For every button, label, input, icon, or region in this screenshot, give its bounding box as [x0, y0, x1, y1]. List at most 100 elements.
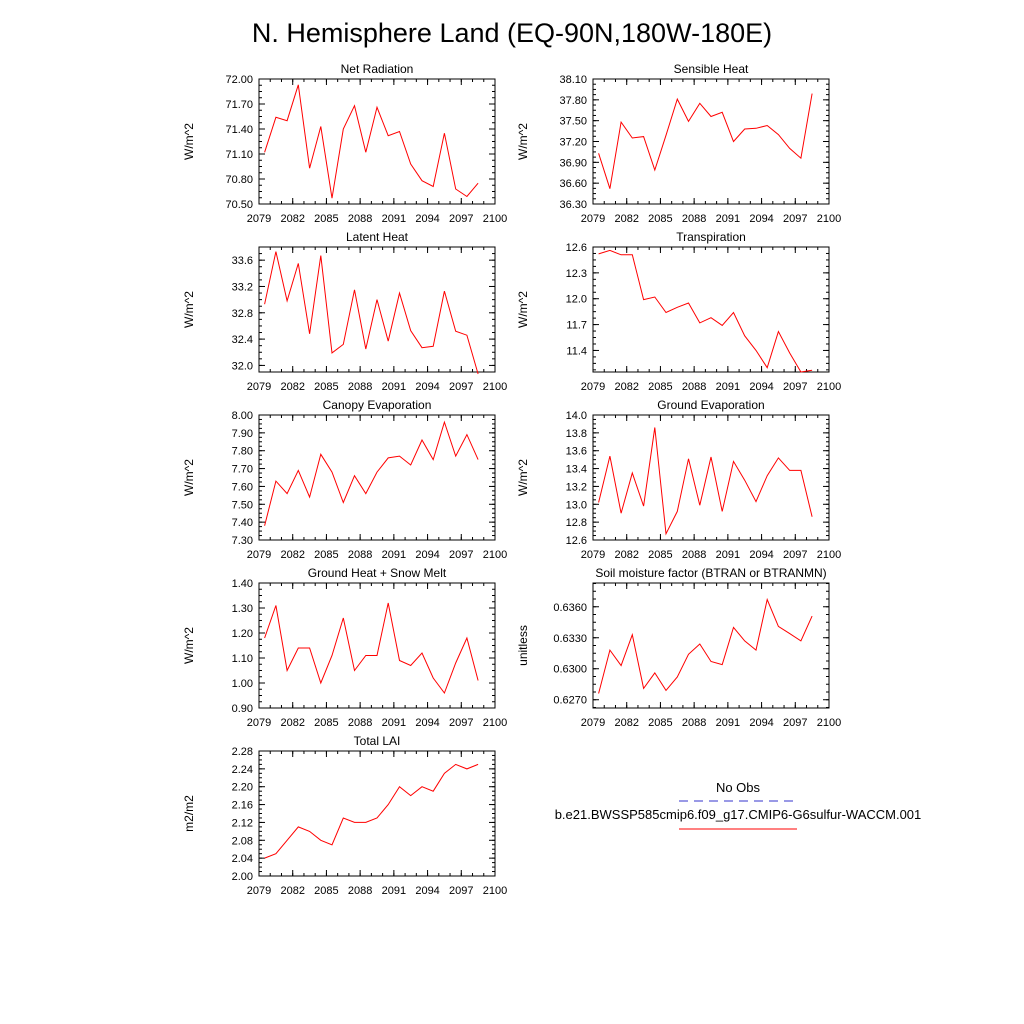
x-tick-label: 2094: [415, 213, 439, 225]
x-tick-label: 2100: [483, 549, 507, 561]
y-tick-label: 32.8: [232, 308, 253, 320]
x-tick-label: 2100: [817, 213, 841, 225]
series-line: [598, 249, 813, 373]
y-tick-label: 71.10: [225, 149, 253, 161]
y-axis-label: m2/m2: [182, 795, 196, 832]
x-tick-label: 2097: [783, 213, 807, 225]
y-tick-label: 2.00: [232, 871, 253, 883]
x-tick-label: 2082: [614, 381, 638, 393]
x-tick-label: 2097: [783, 717, 807, 729]
x-tick-label: 2094: [415, 717, 439, 729]
y-tick-label: 12.6: [566, 535, 587, 547]
y-tick-label: 7.40: [232, 517, 253, 529]
x-tick-label: 2079: [247, 381, 271, 393]
x-tick-label: 2091: [716, 717, 740, 729]
chart-panel: Ground Heat + Snow Melt W/m^2 2079 2082 2085…: [182, 566, 507, 729]
panels-group: Net Radiation W/m^2 2079 2082 2085 2088 2091 20…: [182, 62, 841, 897]
y-tick-label: 32.0: [232, 360, 253, 372]
chart-panel: Latent Heat W/m^2 2079 2082 2085 2088 2091 2094…: [182, 230, 507, 393]
x-tick-label: 2085: [648, 717, 672, 729]
legend-obs-label: No Obs: [716, 780, 761, 795]
y-tick-label: 7.50: [232, 499, 253, 511]
x-tick-label: 2097: [449, 885, 473, 897]
y-tick-label: 0.6270: [553, 695, 587, 707]
chart-panel: Canopy Evaporation W/m^2 2079 2082 2085 2088 2…: [182, 398, 507, 561]
y-tick-label: 1.40: [232, 578, 253, 590]
y-axis-label: W/m^2: [182, 459, 196, 496]
chart-panel: Sensible Heat W/m^2 2079 2082 2085 2088 2091 20…: [516, 62, 841, 225]
x-tick-label: 2097: [449, 717, 473, 729]
y-tick-label: 1.20: [232, 628, 253, 640]
series-line: [598, 93, 813, 189]
y-axis-label: W/m^2: [182, 291, 196, 328]
x-tick-label: 2094: [749, 381, 773, 393]
x-tick-label: 2100: [817, 717, 841, 729]
x-tick-label: 2088: [348, 381, 372, 393]
x-tick-label: 2082: [280, 885, 304, 897]
plot-frame: [258, 246, 496, 373]
x-tick-label: 2082: [280, 549, 304, 561]
y-tick-label: 14.0: [566, 410, 587, 422]
x-tick-label: 2079: [247, 717, 271, 729]
x-tick-label: 2082: [614, 213, 638, 225]
y-tick-label: 11.7: [566, 320, 587, 332]
series-line: [598, 427, 813, 536]
x-tick-label: 2085: [314, 717, 338, 729]
y-tick-label: 72.00: [225, 74, 253, 86]
y-tick-label: 36.30: [559, 199, 587, 211]
series-line: [264, 84, 479, 199]
y-tick-label: 0.6360: [553, 602, 587, 614]
x-tick-label: 2091: [716, 213, 740, 225]
series-line: [264, 763, 479, 859]
x-tick-label: 2094: [415, 549, 439, 561]
series-line: [598, 597, 813, 694]
legend-model-label: b.e21.BWSSP585cmip6.f09_g17.CMIP6-G6sulf…: [555, 807, 922, 822]
plot-frame: [592, 414, 830, 541]
y-axis-label: W/m^2: [516, 291, 530, 328]
chart-title: Latent Heat: [346, 230, 409, 244]
x-tick-label: 2091: [382, 885, 406, 897]
chart-title: Total LAI: [354, 734, 401, 748]
chart-panel: Total LAI m2/m2 2079 2082 2085 2088 2091 2094 20…: [182, 734, 507, 897]
y-tick-label: 13.0: [566, 499, 587, 511]
x-tick-label: 2082: [280, 381, 304, 393]
y-tick-label: 12.0: [566, 294, 587, 306]
y-tick-label: 12.8: [566, 517, 587, 529]
chart-panel: Ground Evaporation W/m^2 2079 2082 2085 2088 2…: [516, 398, 841, 561]
plot-frame: [592, 78, 830, 205]
y-tick-label: 71.40: [225, 124, 253, 136]
x-tick-label: 2085: [648, 549, 672, 561]
x-tick-label: 2100: [483, 885, 507, 897]
y-tick-label: 7.60: [232, 481, 253, 493]
x-tick-label: 2100: [817, 549, 841, 561]
y-tick-label: 7.90: [232, 428, 253, 440]
x-tick-label: 2088: [348, 717, 372, 729]
x-tick-label: 2094: [749, 549, 773, 561]
x-tick-label: 2094: [415, 381, 439, 393]
x-tick-label: 2082: [280, 213, 304, 225]
x-tick-label: 2079: [581, 717, 605, 729]
x-tick-label: 2097: [449, 213, 473, 225]
plot-frame: [592, 246, 830, 373]
x-tick-label: 2088: [348, 549, 372, 561]
y-tick-label: 13.4: [566, 464, 587, 476]
x-tick-label: 2079: [247, 549, 271, 561]
chart-title: Net Radiation: [341, 62, 414, 76]
x-tick-label: 2088: [348, 885, 372, 897]
y-tick-label: 71.70: [225, 99, 253, 111]
x-tick-label: 2094: [749, 717, 773, 729]
x-tick-label: 2091: [716, 549, 740, 561]
y-tick-label: 2.04: [232, 853, 253, 865]
x-tick-label: 2085: [648, 381, 672, 393]
x-tick-label: 2079: [247, 213, 271, 225]
y-tick-label: 38.10: [559, 74, 587, 86]
y-tick-label: 7.30: [232, 535, 253, 547]
y-tick-label: 37.80: [559, 95, 587, 107]
y-tick-label: 0.6330: [553, 633, 587, 645]
series-line: [264, 420, 479, 526]
y-tick-label: 36.90: [559, 157, 587, 169]
y-tick-label: 2.28: [232, 746, 253, 758]
x-tick-label: 2082: [614, 549, 638, 561]
chart-title: Transpiration: [676, 230, 746, 244]
